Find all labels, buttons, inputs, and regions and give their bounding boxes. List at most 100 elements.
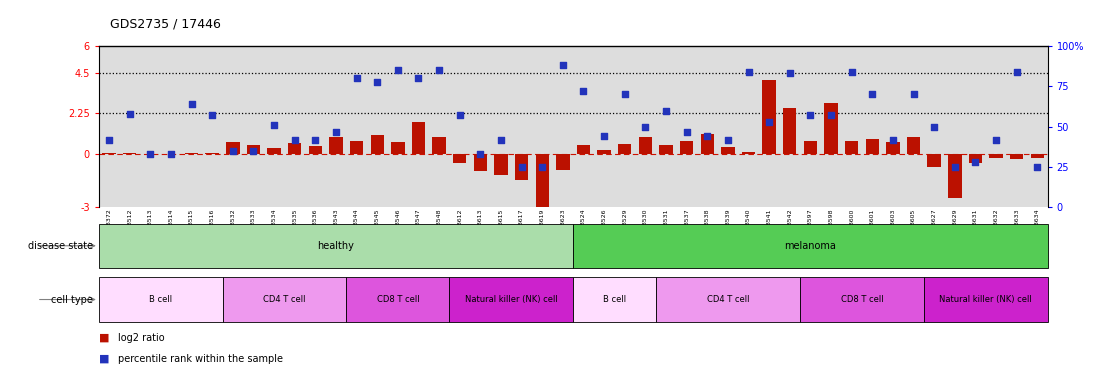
Point	[327, 129, 344, 135]
Text: cell type: cell type	[52, 295, 93, 305]
Text: Natural killer (NK) cell: Natural killer (NK) cell	[939, 295, 1032, 304]
Text: melanoma: melanoma	[784, 241, 836, 251]
Bar	[247, 145, 260, 154]
Point	[739, 69, 757, 75]
Point	[472, 151, 489, 157]
Point	[512, 164, 530, 170]
Bar	[762, 80, 776, 154]
Point	[409, 75, 427, 81]
Bar	[347, 277, 450, 322]
Bar	[535, 154, 548, 207]
Point	[451, 113, 468, 119]
Bar	[450, 277, 573, 322]
Bar	[866, 139, 879, 154]
Point	[100, 137, 117, 143]
Point	[162, 151, 180, 157]
Point	[842, 69, 860, 75]
Bar	[989, 154, 1003, 159]
Text: ■: ■	[99, 333, 110, 343]
Bar	[573, 277, 656, 322]
Text: Natural killer (NK) cell: Natural killer (NK) cell	[465, 295, 557, 304]
Point	[1029, 164, 1047, 170]
Point	[389, 67, 407, 73]
Point	[306, 137, 324, 143]
Point	[265, 122, 283, 128]
Point	[348, 75, 365, 81]
Bar	[1010, 154, 1024, 159]
Point	[987, 137, 1005, 143]
Bar	[573, 223, 1048, 268]
Bar	[411, 122, 426, 154]
Point	[966, 159, 984, 165]
Bar	[845, 141, 858, 154]
Bar	[371, 135, 384, 154]
Bar	[556, 154, 569, 170]
Bar	[432, 137, 445, 154]
Text: CD8 T cell: CD8 T cell	[840, 295, 883, 304]
Point	[533, 164, 551, 170]
Text: ■: ■	[99, 354, 110, 364]
Bar	[800, 277, 924, 322]
Bar	[1030, 154, 1044, 157]
Point	[203, 113, 220, 119]
Point	[699, 133, 716, 139]
Point	[657, 108, 675, 114]
Bar	[824, 103, 838, 154]
Point	[286, 137, 304, 143]
Text: CD8 T cell: CD8 T cell	[376, 295, 419, 304]
Bar	[680, 141, 693, 154]
Point	[946, 164, 963, 170]
Bar	[804, 141, 817, 154]
Point	[863, 91, 881, 98]
Bar	[721, 147, 735, 154]
Point	[802, 113, 819, 119]
Text: CD4 T cell: CD4 T cell	[706, 295, 749, 304]
Bar	[927, 154, 941, 167]
Bar	[268, 148, 281, 154]
Text: B cell: B cell	[603, 295, 626, 304]
Bar	[701, 134, 714, 154]
Bar	[474, 154, 487, 170]
Text: percentile rank within the sample: percentile rank within the sample	[118, 354, 283, 364]
Bar	[598, 150, 611, 154]
Point	[781, 70, 799, 76]
Bar	[226, 142, 239, 154]
Bar	[656, 277, 800, 322]
Bar	[392, 142, 405, 154]
Point	[926, 124, 943, 130]
Text: B cell: B cell	[149, 295, 172, 304]
Bar	[453, 154, 466, 162]
Bar	[907, 137, 920, 154]
Bar	[924, 277, 1048, 322]
Point	[823, 113, 840, 119]
Bar	[577, 145, 590, 154]
Point	[884, 137, 902, 143]
Bar	[99, 223, 573, 268]
Text: healthy: healthy	[317, 241, 354, 251]
Point	[678, 129, 695, 135]
Point	[245, 148, 262, 154]
Point	[369, 78, 386, 84]
Bar	[948, 154, 961, 199]
Point	[636, 124, 654, 130]
Bar	[495, 154, 508, 175]
Bar	[514, 154, 529, 180]
Point	[493, 137, 510, 143]
Point	[905, 91, 923, 98]
Bar	[308, 146, 323, 154]
Bar	[783, 108, 796, 154]
Bar	[99, 277, 223, 322]
Bar	[223, 277, 347, 322]
Point	[1008, 69, 1026, 75]
Bar	[350, 141, 363, 154]
Point	[183, 101, 201, 107]
Bar	[659, 145, 672, 154]
Point	[760, 119, 778, 125]
Point	[617, 91, 634, 98]
Text: disease state: disease state	[29, 241, 93, 251]
Point	[430, 67, 448, 73]
Point	[224, 148, 241, 154]
Point	[720, 137, 737, 143]
Point	[554, 62, 572, 68]
Text: GDS2735 / 17446: GDS2735 / 17446	[110, 18, 220, 31]
